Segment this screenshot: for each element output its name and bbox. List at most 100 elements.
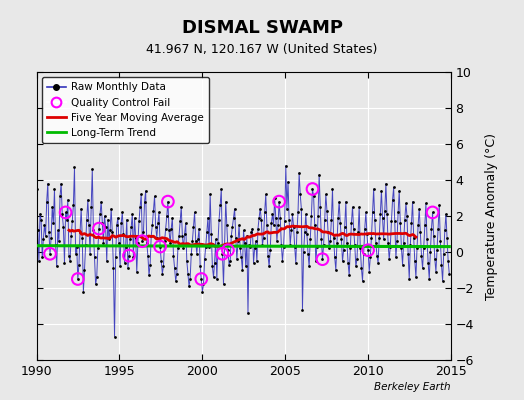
- Point: [318, 256, 326, 262]
- Point: [60, 260, 69, 266]
- Point: [399, 240, 408, 246]
- Point: [348, 204, 357, 210]
- Point: [352, 263, 360, 270]
- Point: [378, 214, 387, 221]
- Point: [290, 243, 299, 250]
- Point: [179, 245, 188, 252]
- Point: [138, 238, 147, 244]
- Point: [409, 234, 418, 241]
- Point: [386, 243, 395, 250]
- Point: [90, 254, 99, 261]
- Point: [317, 236, 325, 242]
- Point: [357, 265, 366, 271]
- Point: [289, 224, 298, 230]
- Point: [396, 220, 405, 226]
- Point: [417, 252, 425, 259]
- Point: [154, 220, 162, 226]
- Point: [278, 258, 287, 264]
- Point: [284, 178, 292, 185]
- Point: [387, 218, 396, 225]
- Point: [408, 198, 417, 205]
- Point: [384, 240, 392, 246]
- Point: [431, 256, 439, 262]
- Point: [252, 238, 260, 244]
- Point: [89, 227, 97, 234]
- Point: [443, 234, 451, 241]
- Point: [132, 234, 140, 241]
- Point: [74, 276, 82, 282]
- Point: [300, 229, 309, 235]
- Point: [296, 191, 304, 198]
- Point: [41, 233, 50, 239]
- Point: [412, 274, 420, 280]
- Point: [213, 276, 221, 282]
- Point: [260, 209, 269, 216]
- Point: [180, 231, 189, 237]
- Point: [49, 220, 58, 226]
- Point: [309, 193, 318, 199]
- Point: [376, 211, 385, 218]
- Point: [185, 283, 193, 290]
- Point: [34, 227, 42, 234]
- Point: [415, 206, 423, 212]
- Point: [205, 243, 213, 250]
- Point: [190, 209, 199, 216]
- Point: [414, 222, 422, 228]
- Point: [59, 224, 68, 230]
- Point: [121, 260, 129, 266]
- Point: [216, 202, 224, 208]
- Point: [440, 250, 448, 257]
- Point: [118, 209, 126, 216]
- Point: [336, 220, 344, 226]
- Point: [149, 207, 158, 214]
- Point: [104, 216, 112, 223]
- Point: [214, 240, 222, 246]
- Y-axis label: Temperature Anomaly (°C): Temperature Anomaly (°C): [485, 132, 498, 300]
- Point: [126, 236, 134, 242]
- Point: [337, 236, 346, 242]
- Point: [206, 191, 214, 198]
- Point: [381, 180, 390, 187]
- Point: [361, 225, 369, 232]
- Point: [35, 258, 43, 264]
- Point: [75, 262, 83, 268]
- Point: [397, 245, 406, 252]
- Point: [134, 240, 142, 246]
- Point: [138, 238, 147, 244]
- Point: [130, 214, 139, 221]
- Text: 41.967 N, 120.167 W (United States): 41.967 N, 120.167 W (United States): [146, 44, 378, 56]
- Point: [383, 211, 391, 218]
- Point: [369, 186, 378, 192]
- Point: [432, 269, 440, 275]
- Point: [224, 247, 232, 254]
- Point: [40, 222, 49, 228]
- Point: [165, 227, 173, 234]
- Point: [257, 216, 266, 223]
- Point: [368, 209, 377, 216]
- Point: [393, 238, 401, 244]
- Point: [247, 229, 256, 235]
- Point: [438, 262, 446, 268]
- Point: [135, 218, 143, 225]
- Point: [255, 214, 263, 221]
- Point: [48, 204, 57, 210]
- Point: [88, 166, 96, 172]
- Point: [265, 263, 274, 270]
- Point: [326, 238, 334, 244]
- Point: [398, 262, 407, 268]
- Point: [58, 211, 67, 218]
- Point: [200, 256, 209, 262]
- Point: [313, 243, 321, 250]
- Point: [351, 242, 359, 248]
- Point: [84, 197, 92, 203]
- Point: [67, 233, 75, 239]
- Point: [275, 198, 283, 205]
- Point: [98, 220, 106, 226]
- Point: [330, 234, 338, 241]
- Point: [86, 250, 94, 257]
- Point: [370, 216, 379, 223]
- Point: [85, 222, 93, 228]
- Point: [221, 242, 229, 248]
- Point: [363, 231, 371, 237]
- Point: [209, 274, 217, 280]
